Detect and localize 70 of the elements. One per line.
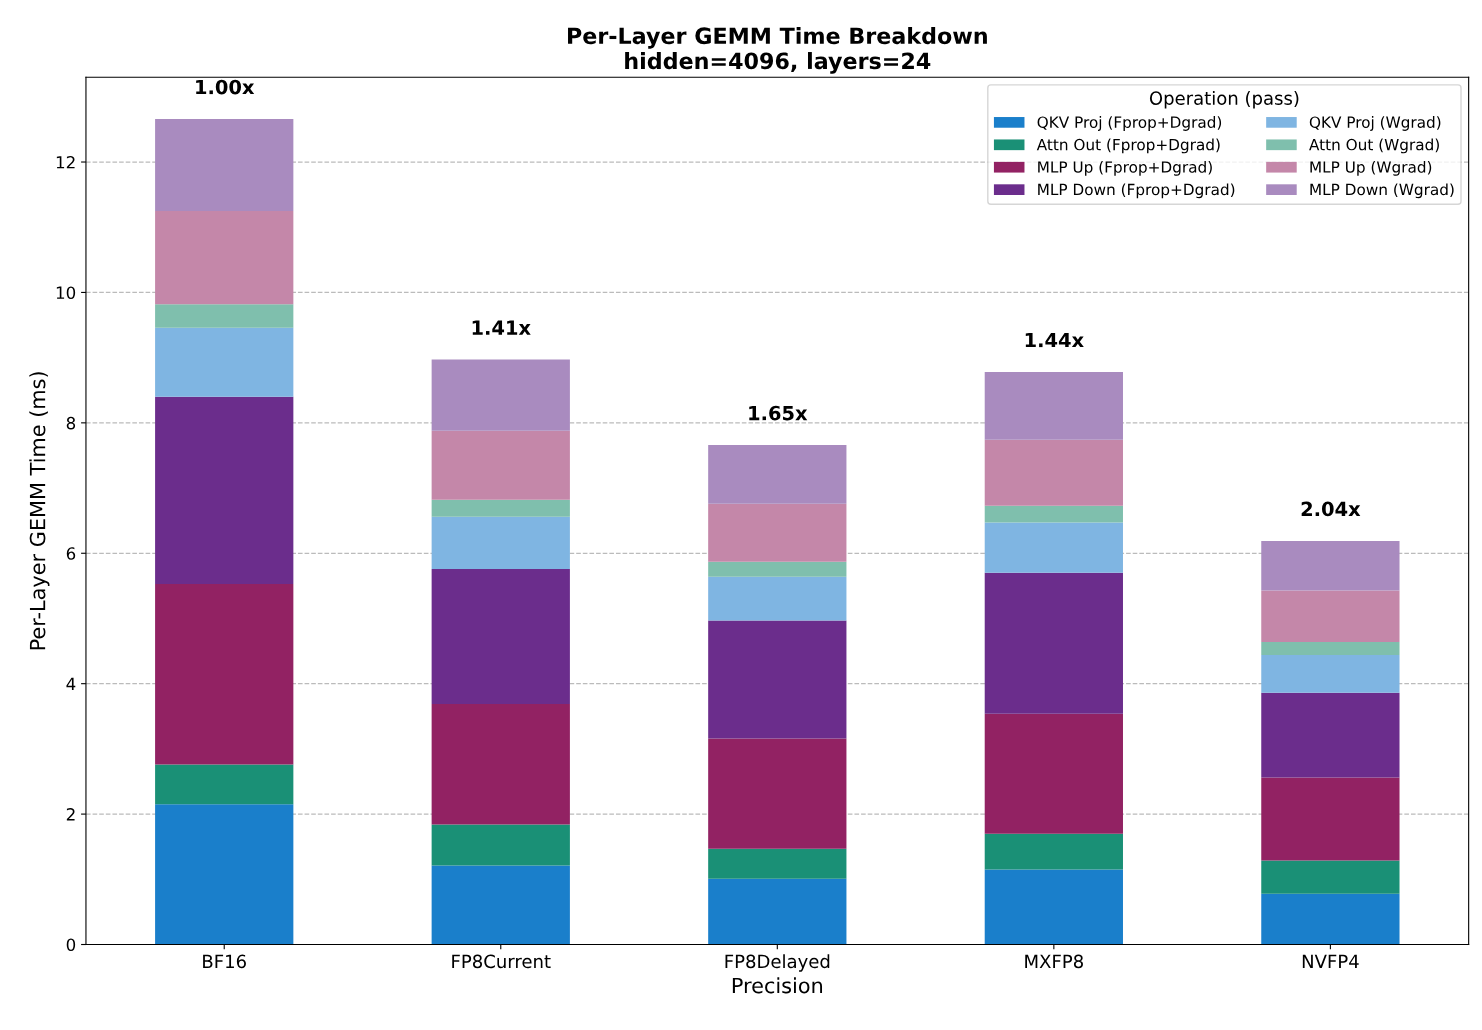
bar: [708, 561, 847, 577]
bar: [1261, 590, 1400, 642]
bar: [984, 505, 1123, 523]
bar: [155, 764, 294, 805]
bar: [708, 576, 847, 621]
bar: [155, 804, 294, 945]
bar: [1261, 860, 1400, 894]
y-axis-title: Per-Layer GEMM Time (ms): [29, 372, 50, 650]
annotation: 1.65x: [749, 405, 808, 421]
y-tick-label: 4: [66, 677, 76, 691]
x-tick-label: BF16: [203, 954, 246, 969]
bar: [708, 620, 847, 739]
bar: [155, 396, 294, 584]
bar: [431, 516, 570, 569]
y-tick-label: 6: [66, 547, 76, 560]
bar: [155, 583, 294, 765]
legend-label: QKV Proj (Fprop+Dgrad): [1037, 116, 1222, 131]
bar: [431, 824, 570, 866]
bar: [431, 568, 570, 704]
bar: [431, 359, 570, 431]
bar: [984, 371, 1123, 440]
legend-label: Attn Out (Wgrad): [1309, 138, 1439, 154]
bar: [431, 499, 570, 517]
bar: [984, 522, 1123, 573]
chart-subtitle: hidden=4096, layers=24: [625, 52, 931, 74]
bar: [708, 848, 847, 879]
annotation: 1.41x: [472, 320, 531, 335]
legend-label: QKV Proj (Wgrad): [1309, 116, 1441, 131]
legend-label: MLP Up (Wgrad): [1310, 160, 1432, 176]
y-tick-label: 0: [66, 938, 76, 952]
bar: [984, 869, 1123, 945]
legend-label: Attn Out (Fprop+Dgrad): [1036, 138, 1220, 154]
legend-title: Operation (pass): [1149, 91, 1299, 109]
bar: [155, 327, 294, 397]
y-tick-label: 10: [56, 286, 76, 299]
x-tick-label: FP8Current: [452, 954, 551, 969]
annotation: 1.00x: [196, 79, 255, 95]
y-tick-label: 8: [66, 416, 76, 430]
y-tick-label: 2: [66, 808, 75, 821]
x-tick-label: FP8Delayed: [725, 954, 830, 972]
bar: [1261, 777, 1400, 861]
bar: [1261, 692, 1400, 778]
bar: [155, 304, 294, 328]
legend-label: MLP Down (Fprop+Dgrad): [1038, 183, 1235, 199]
bar: [984, 572, 1123, 714]
bar: [708, 445, 847, 504]
bar: [155, 118, 294, 211]
bar: [1261, 654, 1400, 693]
bar: [708, 878, 847, 945]
x-tick-label: MXFP8: [1025, 954, 1083, 969]
bar: [708, 503, 847, 562]
bar: [1261, 893, 1400, 945]
x-axis-title: Precision: [732, 977, 823, 994]
bar: [984, 833, 1123, 870]
bar: [1261, 540, 1400, 591]
bar: [155, 210, 294, 305]
bar: [1261, 641, 1400, 655]
bar: [708, 738, 847, 849]
x-tick-label: NVFP4: [1302, 954, 1359, 968]
chart-title: Per-Layer GEMM Time Breakdown: [568, 26, 987, 49]
bar: [431, 865, 570, 945]
legend-label: MLP Up (Fprop+Dgrad): [1038, 160, 1212, 176]
annotation: 2.04x: [1301, 501, 1361, 517]
bar: [431, 703, 570, 825]
bar: [431, 430, 570, 500]
bar: [984, 713, 1123, 834]
annotation: 1.44x: [1025, 332, 1084, 348]
y-tick-label: 12: [56, 155, 75, 169]
legend-label: MLP Down (Wgrad): [1310, 183, 1454, 199]
bar: [984, 439, 1123, 506]
